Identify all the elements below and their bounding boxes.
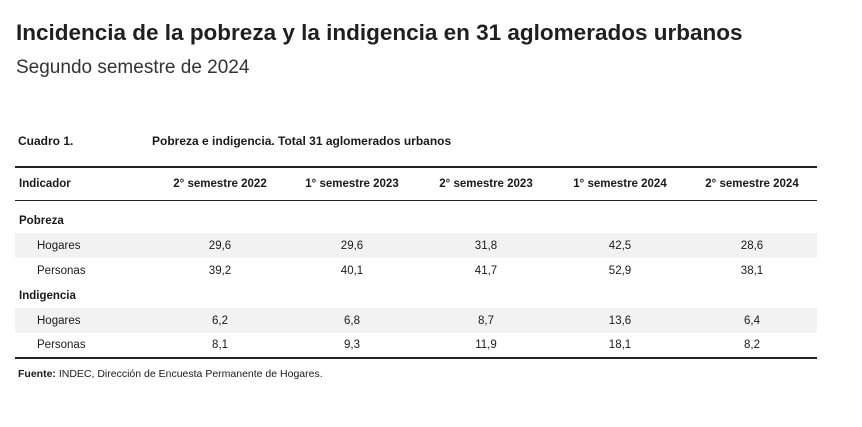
- table-cell: 29,6: [155, 233, 285, 258]
- table-cell: 40,1: [340, 264, 364, 277]
- column-header: 1° semestre 2023: [285, 166, 419, 201]
- row-label: Personas: [15, 333, 155, 359]
- table-cell: 52,9: [608, 264, 632, 277]
- section-label: Pobreza: [19, 214, 64, 227]
- row-label: Hogares: [15, 233, 155, 258]
- table-caption: Pobreza e indigencia. Total 31 aglomerad…: [152, 134, 452, 148]
- table-cell: 31,8: [419, 233, 553, 258]
- column-header: Indicador: [15, 166, 155, 201]
- table-row: Personas 8,1 9,3 11,9 18,1 8,2: [15, 333, 817, 359]
- column-header: 1° semestre 2024: [553, 166, 687, 201]
- source-note: Fuente: INDEC, Dirección de Encuesta Per…: [18, 368, 323, 380]
- table-cell: 8,2: [687, 333, 817, 359]
- section-label: Indigencia: [19, 289, 76, 302]
- page-title: Incidencia de la pobreza y la indigencia…: [16, 20, 743, 45]
- column-header: 2° semestre 2023: [419, 166, 553, 201]
- table-cell: 6,8: [285, 308, 419, 333]
- table-cell: 9,3: [285, 333, 419, 359]
- table-cell: 29,6: [285, 233, 419, 258]
- table-row: Hogares 6,2 6,8 8,7 13,6 6,4: [15, 308, 817, 333]
- section-row: Indigencia: [15, 283, 817, 308]
- table-row: Hogares 29,6 29,6 31,8 42,5 28,6: [15, 233, 817, 258]
- table-cell: 6,2: [155, 308, 285, 333]
- table-cell: 28,6: [687, 233, 817, 258]
- column-header: 2° semestre 2022: [155, 166, 285, 201]
- table-cell: 8,1: [155, 333, 285, 359]
- table-cell: 8,7: [419, 308, 553, 333]
- table-row: Personas 39,2 40,1 41,7 52,9 38,1: [15, 258, 817, 283]
- table-cell: 38,1: [740, 264, 764, 277]
- source-text: INDEC, Dirección de Encuesta Permanente …: [55, 368, 323, 380]
- table-cell: 39,2: [208, 264, 232, 277]
- table-cell: 11,9: [419, 333, 553, 359]
- table-header-row: Indicador 2° semestre 2022 1° semestre 2…: [15, 166, 817, 201]
- table-cell: 42,5: [553, 233, 687, 258]
- section-row: Pobreza: [15, 208, 817, 233]
- source-label: Fuente:: [18, 368, 56, 380]
- table-cell: 18,1: [553, 333, 687, 359]
- row-label: Hogares: [15, 308, 155, 333]
- column-header: 2° semestre 2024: [687, 166, 817, 201]
- row-label: Personas: [37, 264, 86, 277]
- data-table-container: Indicador 2° semestre 2022 1° semestre 2…: [15, 166, 817, 359]
- data-table: Indicador 2° semestre 2022 1° semestre 2…: [15, 166, 817, 359]
- table-cell: 41,7: [474, 264, 498, 277]
- table-number: Cuadro 1.: [18, 134, 74, 148]
- table-cell: 13,6: [553, 308, 687, 333]
- page-subtitle: Segundo semestre de 2024: [16, 57, 250, 78]
- table-cell: 6,4: [687, 308, 817, 333]
